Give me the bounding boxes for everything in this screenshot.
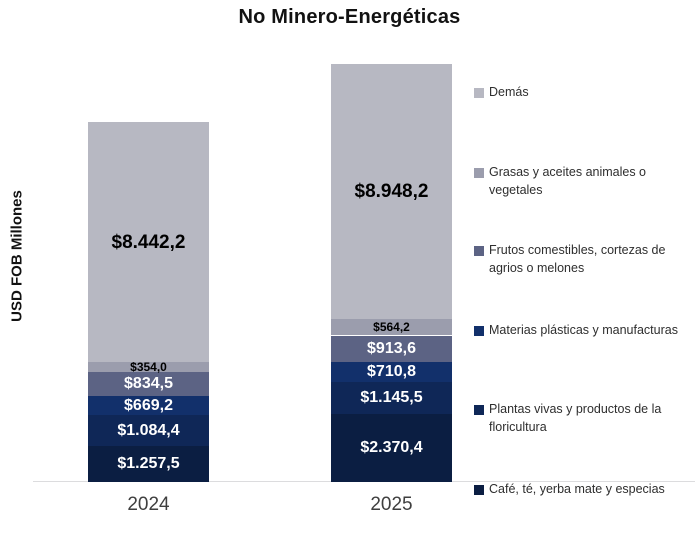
- legend-label: Demás: [489, 85, 529, 99]
- legend-label: Frutos comestibles, cortezas de agrios o…: [489, 243, 666, 275]
- legend-item[interactable]: Café, té, yerba mate y especias: [474, 481, 696, 499]
- bar-segment[interactable]: $564,2: [331, 319, 452, 336]
- legend-item[interactable]: Materias plásticas y manufacturas: [474, 322, 696, 340]
- bar-segment[interactable]: $669,2: [88, 396, 209, 416]
- bar-segment[interactable]: $8.948,2: [331, 64, 452, 320]
- segment-value-label: $1.145,5: [360, 389, 423, 407]
- segment-value-label: $913,6: [367, 339, 416, 357]
- legend-item[interactable]: Grasas y aceites animales o vegetales: [474, 164, 696, 199]
- legend-item[interactable]: Plantas vivas y productos de la floricul…: [474, 401, 696, 436]
- legend-label: Café, té, yerba mate y especias: [489, 482, 665, 496]
- segment-value-label: $354,0: [130, 360, 167, 375]
- segment-value-label: $2.370,4: [360, 439, 423, 457]
- bar-segment[interactable]: $2.370,4: [331, 414, 452, 482]
- segment-value-label: $834,5: [124, 375, 173, 393]
- segment-value-label: $669,2: [124, 396, 173, 414]
- legend-swatch-icon: [474, 168, 484, 178]
- x-axis-tick-label: 2025: [370, 494, 413, 515]
- segment-value-label: $1.084,4: [117, 421, 180, 439]
- bar-segment[interactable]: $8.442,2: [88, 121, 209, 363]
- bar-segment[interactable]: $1.084,4: [88, 415, 209, 447]
- chart-title: No Minero-Energéticas: [238, 6, 461, 28]
- bar-segment[interactable]: $913,6: [331, 335, 452, 362]
- segment-value-label: $710,8: [367, 362, 416, 380]
- bar-segment[interactable]: $1.145,5: [331, 381, 452, 415]
- y-axis-label: USD FOB Millones: [8, 190, 26, 322]
- segment-value-label: $8.948,2: [354, 181, 429, 203]
- segment-value-label: $564,2: [373, 320, 410, 335]
- bar-segment[interactable]: $834,5: [88, 372, 209, 397]
- legend-item[interactable]: Demás: [474, 84, 696, 102]
- legend-item[interactable]: Frutos comestibles, cortezas de agrios o…: [474, 242, 696, 277]
- x-axis-tick-label: 2024: [127, 494, 170, 515]
- legend-label: Materias plásticas y manufacturas: [489, 323, 678, 337]
- segment-value-label: $1.257,5: [117, 455, 180, 473]
- legend-swatch-icon: [474, 405, 484, 415]
- legend-swatch-icon: [474, 88, 484, 98]
- legend-label: Plantas vivas y productos de la floricul…: [489, 402, 662, 434]
- segment-value-label: $8.442,2: [111, 231, 186, 253]
- bar-segment[interactable]: $1.257,5: [88, 446, 209, 482]
- bar-segment[interactable]: $354,0: [88, 360, 209, 375]
- legend-swatch-icon: [474, 326, 484, 336]
- bar-segment[interactable]: $710,8: [331, 361, 452, 382]
- legend-label: Grasas y aceites animales o vegetales: [489, 165, 647, 197]
- legend-swatch-icon: [474, 485, 484, 495]
- legend-swatch-icon: [474, 246, 484, 256]
